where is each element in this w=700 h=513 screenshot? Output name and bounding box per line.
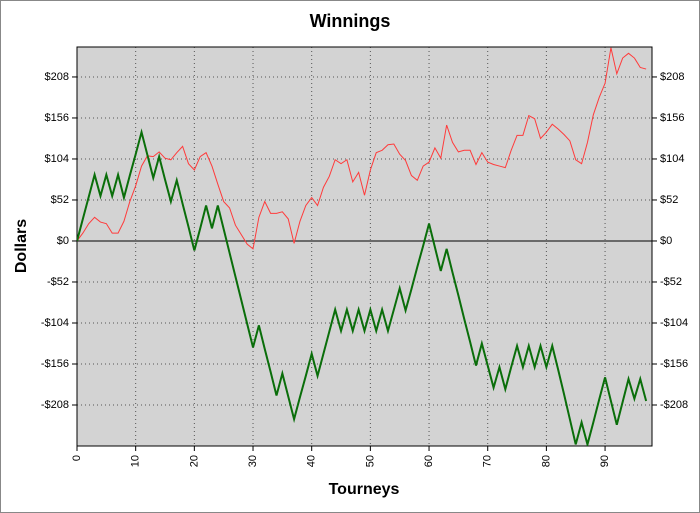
y-tick-label: -$52 bbox=[660, 276, 682, 288]
series-line bbox=[77, 128, 648, 446]
y-tick-label: $156 bbox=[660, 112, 684, 124]
y-tick-label: $156 bbox=[45, 112, 69, 124]
x-tick-label: 50 bbox=[364, 455, 376, 467]
y-tick-label: $0 bbox=[660, 235, 672, 247]
y-tick-label: -$52 bbox=[47, 276, 69, 288]
chart-title: Winnings bbox=[310, 11, 391, 31]
y-tick-label: -$208 bbox=[660, 399, 688, 411]
plot-area bbox=[77, 47, 652, 446]
y-tick-label: $104 bbox=[45, 153, 69, 165]
x-axis-label: Tourneys bbox=[329, 481, 400, 498]
x-tick-label: 80 bbox=[540, 455, 552, 467]
y-tick-label: -$156 bbox=[660, 358, 688, 370]
x-tick-label: 10 bbox=[130, 455, 142, 467]
y-tick-label: $104 bbox=[660, 153, 684, 165]
y-tick-label: -$156 bbox=[41, 358, 69, 370]
x-tick-label: 60 bbox=[423, 455, 435, 467]
y-tick-label: -$104 bbox=[660, 317, 688, 329]
plot-border bbox=[76, 46, 653, 447]
x-tick-label: 30 bbox=[247, 455, 259, 467]
x-tick-label: 40 bbox=[306, 455, 318, 467]
x-tick-label: 90 bbox=[599, 455, 611, 467]
x-tick-label: 0 bbox=[71, 455, 83, 461]
y-tick-label: $208 bbox=[660, 71, 684, 83]
x-tick-label: 20 bbox=[188, 455, 200, 467]
y-tick-label: $52 bbox=[51, 194, 69, 206]
y-tick-label: $52 bbox=[660, 194, 678, 206]
y-tick-label: $208 bbox=[45, 71, 69, 83]
y-tick-label: $0 bbox=[57, 235, 69, 247]
y-tick-label: -$208 bbox=[41, 399, 69, 411]
x-tick-label: 70 bbox=[482, 455, 494, 467]
y-axis-label: Dollars bbox=[13, 219, 30, 273]
series-line bbox=[77, 47, 647, 250]
y-tick-label: -$104 bbox=[41, 317, 69, 329]
